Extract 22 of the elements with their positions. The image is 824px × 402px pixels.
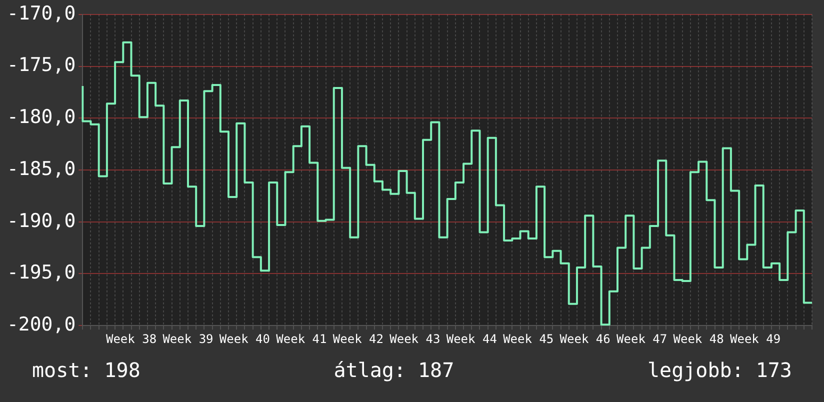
text: legjobb: 173	[647, 358, 792, 382]
x-tick-label: Week 38	[106, 332, 157, 346]
y-tick-label: -180,0	[6, 106, 76, 128]
x-tick-label: Week 48	[673, 332, 724, 346]
x-tick-label: Week 41	[276, 332, 327, 346]
x-tick-label: Week 46	[560, 332, 610, 346]
x-tick-label: Week 40	[219, 332, 270, 346]
y-tick-label: -200,0	[6, 314, 76, 336]
x-tick-label: Week 42	[332, 332, 384, 346]
x-tick-label: Week 47	[616, 332, 668, 346]
y-tick-label: -170,0	[6, 2, 76, 24]
x-tick-label: Week 43	[390, 332, 440, 346]
text: most: 198	[32, 358, 140, 382]
text: átlag: 187	[334, 358, 454, 382]
y-tick-label: -175,0	[6, 54, 76, 76]
y-tick-label: -190,0	[6, 210, 76, 232]
x-tick-label: Week 39	[162, 332, 214, 346]
y-tick-label: -185,0	[6, 158, 76, 180]
x-tick-label: Week 45	[503, 332, 554, 346]
x-tick-label: Week 44	[446, 332, 497, 346]
y-tick-label: -195,0	[6, 262, 76, 284]
x-tick-label: Week 49	[730, 332, 781, 346]
